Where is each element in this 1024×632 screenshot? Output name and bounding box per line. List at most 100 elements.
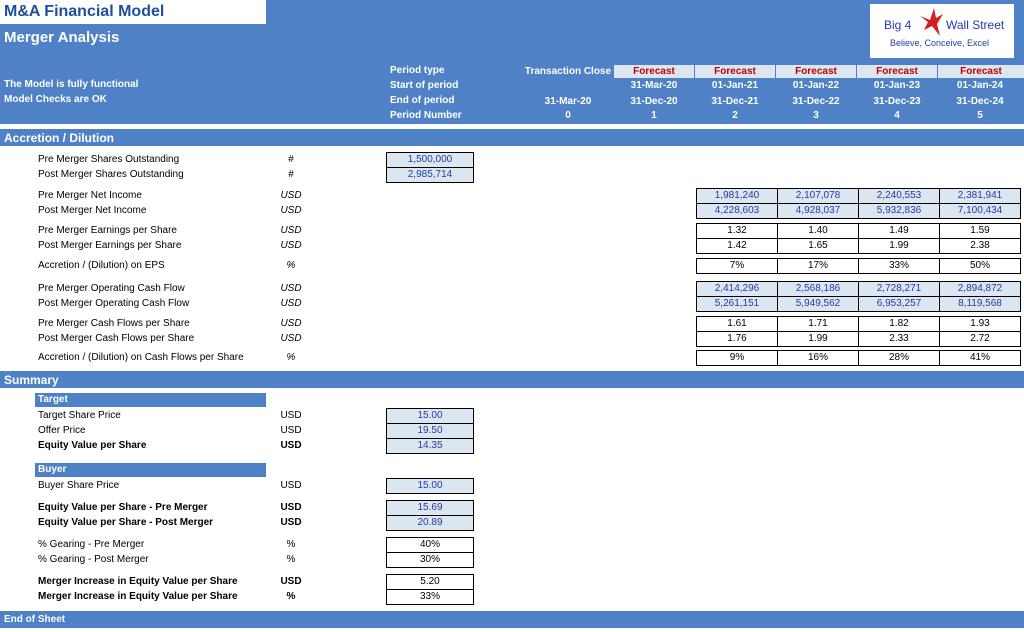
value-cell[interactable]: 28% bbox=[858, 350, 940, 366]
value-cell[interactable]: 2,381,941 bbox=[939, 188, 1021, 204]
value-cell[interactable]: 1.71 bbox=[777, 316, 859, 332]
row-label-start: Start of period bbox=[390, 80, 459, 91]
eagle-icon bbox=[920, 8, 943, 36]
value-cell[interactable]: 2,240,553 bbox=[858, 188, 940, 204]
increase-pct-unit: % bbox=[286, 591, 296, 602]
period-start: 01-Jan-23 bbox=[873, 80, 921, 91]
value-cell[interactable]: 50% bbox=[939, 258, 1021, 274]
end-of-sheet-band bbox=[0, 611, 1024, 628]
summary-section-title: Summary bbox=[4, 373, 59, 387]
period-number: 2 bbox=[732, 110, 738, 121]
row-label: Post Merger Cash Flows per Share bbox=[38, 333, 195, 344]
value-cell[interactable]: 1.99 bbox=[777, 331, 859, 347]
period-start: 01-Jan-22 bbox=[792, 80, 840, 91]
increase-pct-value[interactable]: 33% bbox=[386, 589, 474, 605]
value-cell[interactable]: 1.49 bbox=[858, 223, 940, 239]
post-shares-unit: # bbox=[288, 169, 294, 180]
equity-pre-unit: USD bbox=[280, 502, 302, 513]
value-cell[interactable]: 5,932,836 bbox=[858, 203, 940, 219]
value-cell[interactable]: 1,981,240 bbox=[696, 188, 778, 204]
row-label: Accretion / (Dilution) on EPS bbox=[38, 260, 165, 271]
value-cell[interactable]: 7% bbox=[696, 258, 778, 274]
period-start: 01-Jan-24 bbox=[956, 80, 1004, 91]
period-number: 5 bbox=[977, 110, 983, 121]
equity-value-label: Equity Value per Share bbox=[38, 440, 147, 451]
value-cell[interactable]: 2,568,186 bbox=[777, 281, 859, 297]
value-cell[interactable]: 4,228,603 bbox=[696, 203, 778, 219]
value-cell[interactable]: 41% bbox=[939, 350, 1021, 366]
row-unit: USD bbox=[280, 298, 302, 309]
increase-usd-value[interactable]: 5.20 bbox=[386, 574, 474, 590]
equity-post-label: Equity Value per Share - Post Merger bbox=[38, 517, 214, 528]
row-label: Post Merger Earnings per Share bbox=[38, 240, 182, 251]
transaction-close-number: 0 bbox=[565, 110, 571, 121]
buyer-subheader: Buyer bbox=[35, 463, 266, 477]
value-cell[interactable]: 1.32 bbox=[696, 223, 778, 239]
value-cell[interactable]: 2,414,296 bbox=[696, 281, 778, 297]
row-unit: USD bbox=[280, 318, 302, 329]
value-cell[interactable]: 2,107,078 bbox=[777, 188, 859, 204]
equity-value-value[interactable]: 14.35 bbox=[386, 438, 474, 454]
period-end: 31-Dec-21 bbox=[711, 96, 759, 107]
period-type: Forecast bbox=[938, 65, 1024, 78]
period-type: Forecast bbox=[857, 65, 937, 78]
logo-name-2: Wall Street bbox=[946, 18, 1005, 32]
value-cell[interactable]: 6,953,257 bbox=[858, 296, 940, 312]
period-start: 01-Jan-21 bbox=[711, 80, 759, 91]
post-shares-value[interactable]: 2,985,714 bbox=[386, 167, 474, 183]
target-share-price-unit: USD bbox=[280, 410, 302, 421]
value-cell[interactable]: 1.99 bbox=[858, 238, 940, 254]
value-cell[interactable]: 9% bbox=[696, 350, 778, 366]
value-cell[interactable]: 4,928,037 bbox=[777, 203, 859, 219]
equity-post-value[interactable]: 20.89 bbox=[386, 515, 474, 531]
gearing-post-label: % Gearing - Post Merger bbox=[38, 554, 149, 565]
pre-shares-input[interactable]: 1,500,000 bbox=[386, 152, 474, 168]
equity-pre-value[interactable]: 15.69 bbox=[386, 500, 474, 516]
logo-tagline: Believe, Conceive, Excel bbox=[890, 38, 990, 48]
pre-shares-label: Pre Merger Shares Outstanding bbox=[38, 154, 180, 165]
transaction-close-label: Transaction Close bbox=[524, 66, 612, 77]
value-cell[interactable]: 2,728,271 bbox=[858, 281, 940, 297]
target-subheader: Target bbox=[35, 393, 266, 407]
value-cell[interactable]: 2,894,872 bbox=[939, 281, 1021, 297]
equity-post-unit: USD bbox=[280, 517, 302, 528]
value-cell[interactable]: 1.40 bbox=[777, 223, 859, 239]
row-label-number: Period Number bbox=[390, 110, 462, 121]
buyer-share-price-input[interactable]: 15.00 bbox=[386, 478, 474, 494]
increase-usd-label: Merger Increase in Equity Value per Shar… bbox=[38, 576, 238, 587]
value-cell[interactable]: 1.42 bbox=[696, 238, 778, 254]
value-cell[interactable]: 7,100,434 bbox=[939, 203, 1021, 219]
row-label: Pre Merger Operating Cash Flow bbox=[38, 283, 185, 294]
value-cell[interactable]: 5,261,151 bbox=[696, 296, 778, 312]
period-number: 3 bbox=[813, 110, 819, 121]
row-label: Accretion / (Dilution) on Cash Flows per… bbox=[38, 352, 244, 363]
value-cell[interactable]: 1.93 bbox=[939, 316, 1021, 332]
row-label: Pre Merger Earnings per Share bbox=[38, 225, 177, 236]
value-cell[interactable]: 2.72 bbox=[939, 331, 1021, 347]
value-cell[interactable]: 1.61 bbox=[696, 316, 778, 332]
row-label-end: End of period bbox=[390, 95, 455, 106]
period-number: 1 bbox=[651, 110, 657, 121]
value-cell[interactable]: 16% bbox=[777, 350, 859, 366]
gearing-post-value[interactable]: 30% bbox=[386, 552, 474, 568]
sheet-title: Merger Analysis bbox=[4, 29, 120, 46]
offer-price-input[interactable]: 19.50 bbox=[386, 423, 474, 439]
value-cell[interactable]: 1.65 bbox=[777, 238, 859, 254]
value-cell[interactable]: 1.82 bbox=[858, 316, 940, 332]
value-cell[interactable]: 1.59 bbox=[939, 223, 1021, 239]
target-share-price-input[interactable]: 15.00 bbox=[386, 408, 474, 424]
value-cell[interactable]: 33% bbox=[858, 258, 940, 274]
value-cell[interactable]: 2.33 bbox=[858, 331, 940, 347]
value-cell[interactable]: 1.76 bbox=[696, 331, 778, 347]
value-cell[interactable]: 2.38 bbox=[939, 238, 1021, 254]
row-unit: % bbox=[286, 260, 296, 271]
value-cell[interactable]: 17% bbox=[777, 258, 859, 274]
gearing-post-unit: % bbox=[286, 554, 296, 565]
value-cell[interactable]: 5,949,562 bbox=[777, 296, 859, 312]
value-cell[interactable]: 8,119,568 bbox=[939, 296, 1021, 312]
row-label-period-type: Period type bbox=[390, 65, 445, 76]
row-label: Pre Merger Net Income bbox=[38, 190, 142, 201]
period-start: 31-Mar-20 bbox=[630, 80, 678, 91]
gearing-pre-value[interactable]: 40% bbox=[386, 537, 474, 553]
end-of-sheet-label: End of Sheet bbox=[4, 614, 66, 625]
